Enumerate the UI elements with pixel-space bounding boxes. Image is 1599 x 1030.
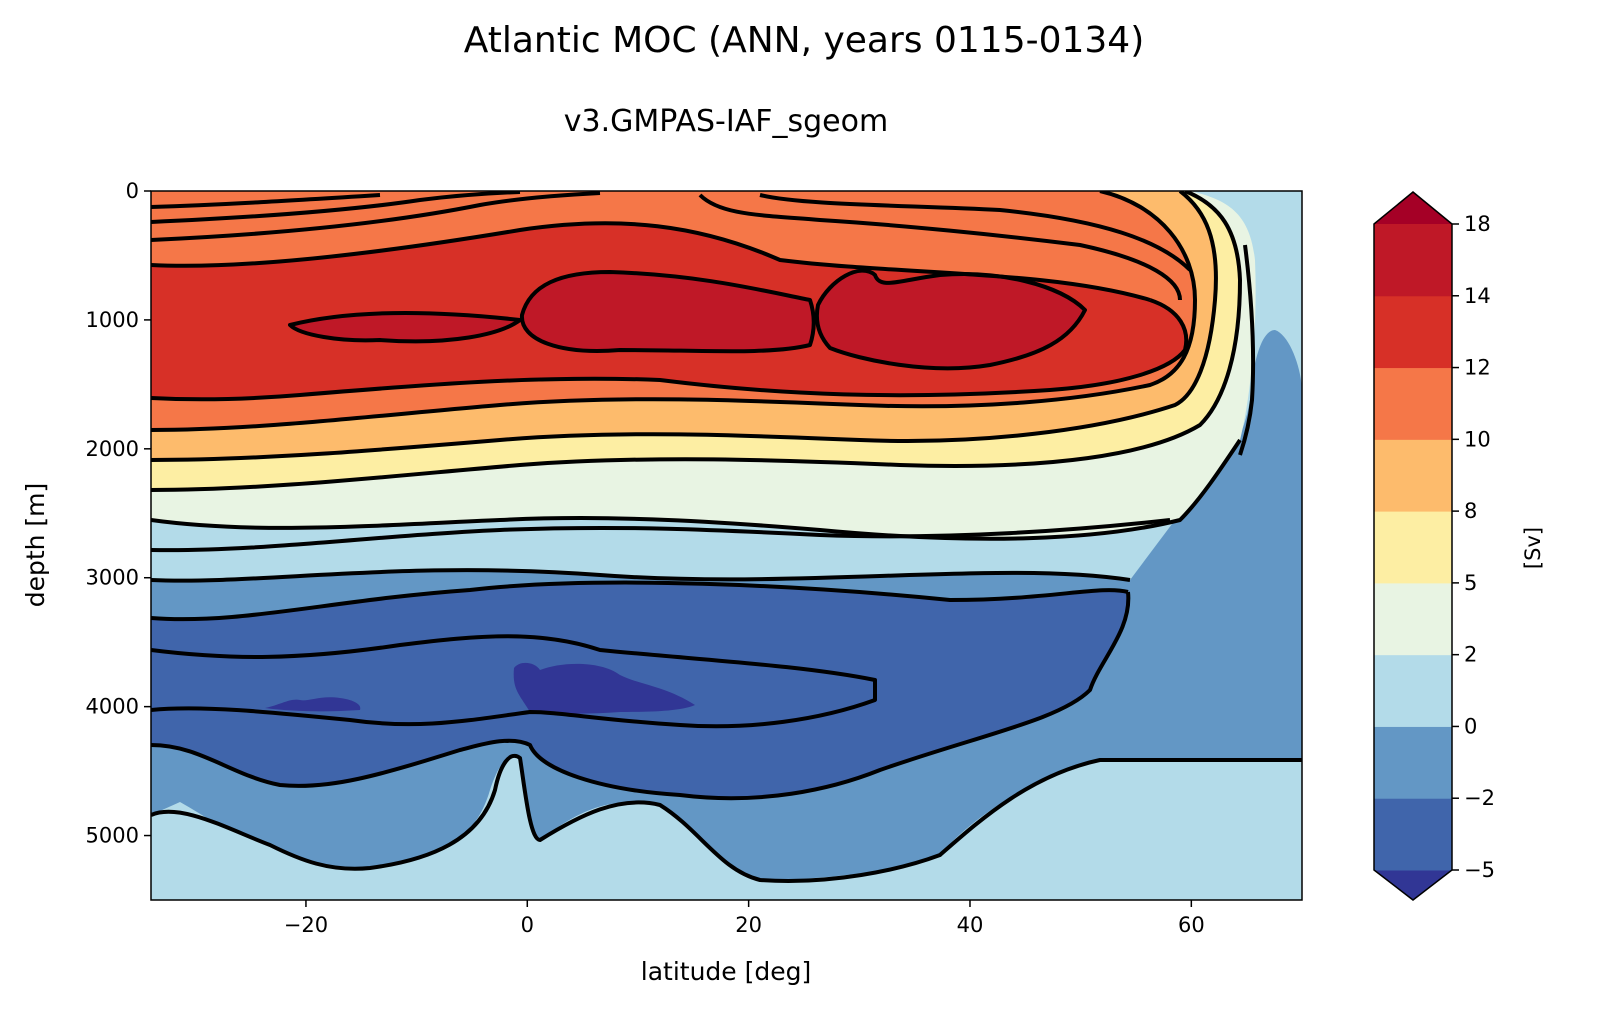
y-tick-label: 1000 (86, 308, 139, 332)
colorbar-segment (1374, 582, 1452, 656)
y-tick-label: 3000 (86, 566, 139, 590)
y-tick-label: 5000 (86, 824, 139, 848)
colorbar-segment (1374, 511, 1452, 584)
chart-title: Atlantic MOC (ANN, years 0115-0134) (464, 20, 1145, 61)
y-axis-label: depth [m] (21, 483, 50, 608)
contour-line (151, 191, 1197, 432)
band-below-neg5-central (513, 662, 695, 714)
contour-line (759, 193, 1192, 272)
contour-line (151, 754, 1302, 883)
colorbar-tick-label: 12 (1464, 356, 1491, 380)
colorbar-tick-label: 10 (1464, 427, 1491, 451)
colorbar-tick-label: 8 (1464, 499, 1477, 523)
colorbar-tick-label: −2 (1464, 786, 1495, 810)
colorbar-label: [Sv] (1521, 527, 1545, 569)
colorbar-tick-label: 2 (1464, 643, 1477, 667)
x-tick-label: 0 (521, 913, 534, 937)
colorbar-segment (1374, 224, 1452, 297)
x-tick-label: 60 (1178, 913, 1205, 937)
y-tick-label: 4000 (86, 695, 139, 719)
contour-line (151, 191, 1242, 492)
contour-line (288, 311, 522, 344)
colorbar-segment (1374, 367, 1452, 440)
colorbar-tick-label: 18 (1464, 212, 1491, 236)
contour-line (519, 270, 816, 354)
x-tick-label: 20 (735, 913, 762, 937)
contour-line (151, 191, 521, 224)
band-14-18-central (521, 272, 814, 352)
contour-line (151, 580, 1129, 622)
band-14-18-west (290, 313, 520, 342)
y-tick-label: 2000 (86, 437, 139, 461)
plot-area (151, 191, 1302, 900)
contour-line (151, 568, 1131, 583)
contour-line (151, 591, 1131, 801)
contour-line (151, 191, 1218, 462)
colorbar-segment (1374, 654, 1452, 727)
colorbar-tick-label: 0 (1464, 714, 1477, 738)
colorbar-tick-label: −5 (1464, 858, 1495, 882)
colorbar-extend-max (1374, 192, 1452, 224)
colorbar-segment (1374, 798, 1452, 871)
contour-line (151, 518, 1171, 553)
band-below-neg5-west (265, 697, 361, 712)
colorbar-segment (1374, 726, 1452, 799)
x-tick-label: −20 (284, 913, 328, 937)
contour-line (151, 634, 877, 729)
colorbar-extend-min (1374, 870, 1452, 900)
contour-line (814, 268, 1087, 371)
x-axis-label: latitude [deg] (641, 957, 811, 986)
chart-subtitle: v3.GMPAS-IAF_sgeom (564, 104, 888, 139)
contour-lines (151, 191, 1302, 883)
contour-line (151, 191, 601, 242)
x-tick-label: 40 (957, 913, 984, 937)
colorbar-segment (1374, 295, 1452, 369)
band-14-18-east (816, 270, 1085, 369)
colorbar-tick-label: 14 (1464, 284, 1491, 308)
colorbar: −5 −2 0 2 5 8 10 12 14 18 (1373, 191, 1495, 901)
y-tick-label: 0 (126, 179, 139, 203)
contour-line (151, 438, 1242, 541)
colorbar-tick-label: 5 (1464, 571, 1477, 595)
axes-frame (150, 190, 1303, 901)
contour-line (151, 298, 1189, 402)
contour-line (698, 193, 1182, 301)
contour-line (1238, 244, 1256, 456)
contour-line (151, 193, 381, 209)
band-bottom-light (151, 755, 1302, 900)
y-axis: 0 1000 2000 3000 4000 5000 (86, 179, 151, 848)
colorbar-segment (1374, 439, 1452, 512)
x-axis: −20 0 20 40 60 (284, 900, 1205, 937)
